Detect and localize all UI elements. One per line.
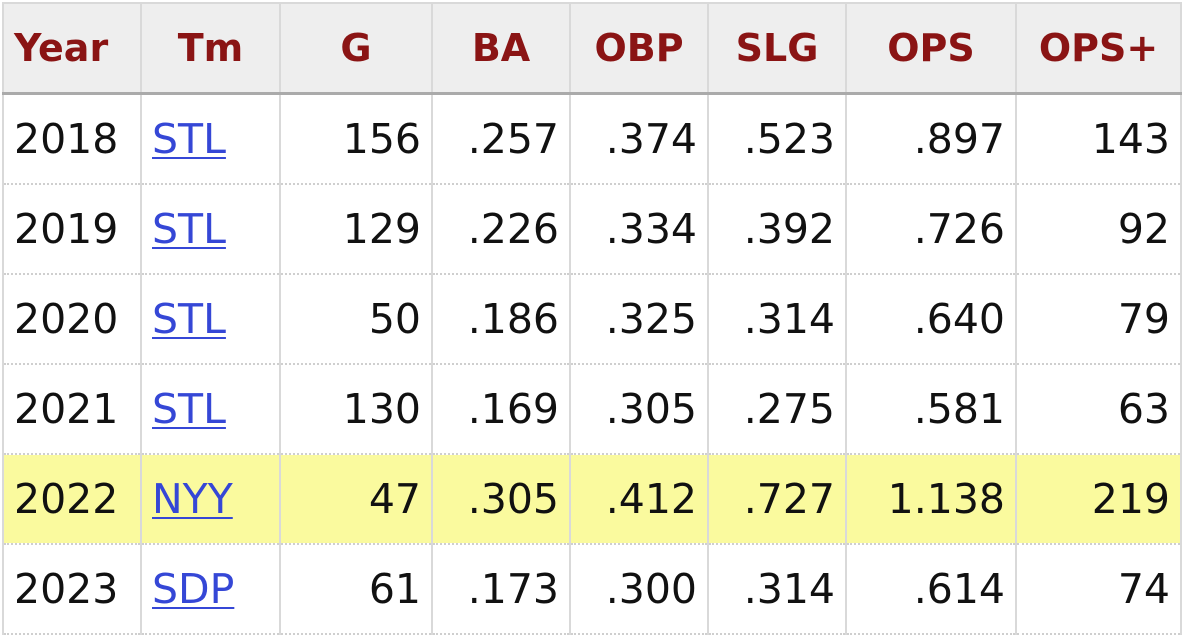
cell-ops-plus: 143 xyxy=(1015,93,1182,185)
cell-obp: .374 xyxy=(569,93,709,185)
column-header-games[interactable]: G xyxy=(279,2,433,95)
cell-games: 61 xyxy=(279,544,433,635)
cell-ops: .726 xyxy=(845,184,1017,275)
cell-obp: .325 xyxy=(569,274,709,365)
cell-ops-plus: 63 xyxy=(1015,364,1182,455)
table-row: 2019 STL 129 .226 .334 .392 .726 92 xyxy=(2,184,1182,275)
header-row: Year Tm G BA OBP SLG OPS OPS+ xyxy=(2,2,1182,95)
cell-slg: .392 xyxy=(707,184,847,275)
cell-year: 2018 xyxy=(2,93,142,185)
table-row-highlighted: 2022 NYY 47 .305 .412 .727 1.138 219 xyxy=(2,454,1182,545)
cell-games: 130 xyxy=(279,364,433,455)
cell-team: STL xyxy=(140,364,281,455)
table-row: 2023 SDP 61 .173 .300 .314 .614 74 xyxy=(2,544,1182,635)
table-body: 2018 STL 156 .257 .374 .523 .897 143 201… xyxy=(2,93,1182,635)
column-header-ba[interactable]: BA xyxy=(431,2,571,95)
cell-ba: .226 xyxy=(431,184,571,275)
column-header-team[interactable]: Tm xyxy=(140,2,281,95)
cell-slg: .314 xyxy=(707,544,847,635)
team-link[interactable]: NYY xyxy=(152,475,233,523)
cell-games: 47 xyxy=(279,454,433,545)
team-link[interactable]: STL xyxy=(152,115,226,163)
cell-team: SDP xyxy=(140,544,281,635)
cell-ba: .186 xyxy=(431,274,571,365)
cell-games: 156 xyxy=(279,93,433,185)
team-link[interactable]: STL xyxy=(152,205,226,253)
cell-ba: .305 xyxy=(431,454,571,545)
cell-ops: .581 xyxy=(845,364,1017,455)
team-link[interactable]: SDP xyxy=(152,565,235,613)
cell-games: 50 xyxy=(279,274,433,365)
cell-year: 2021 xyxy=(2,364,142,455)
cell-ops: .897 xyxy=(845,93,1017,185)
cell-team: NYY xyxy=(140,454,281,545)
team-link[interactable]: STL xyxy=(152,295,226,343)
cell-team: STL xyxy=(140,93,281,185)
cell-year: 2020 xyxy=(2,274,142,365)
cell-ops-plus: 92 xyxy=(1015,184,1182,275)
cell-ops: .614 xyxy=(845,544,1017,635)
table-row: 2018 STL 156 .257 .374 .523 .897 143 xyxy=(2,93,1182,185)
cell-ops: 1.138 xyxy=(845,454,1017,545)
cell-slg: .727 xyxy=(707,454,847,545)
cell-games: 129 xyxy=(279,184,433,275)
cell-year: 2022 xyxy=(2,454,142,545)
cell-slg: .314 xyxy=(707,274,847,365)
cell-obp: .300 xyxy=(569,544,709,635)
cell-ops-plus: 74 xyxy=(1015,544,1182,635)
cell-obp: .305 xyxy=(569,364,709,455)
cell-obp: .334 xyxy=(569,184,709,275)
cell-year: 2023 xyxy=(2,544,142,635)
table-row: 2021 STL 130 .169 .305 .275 .581 63 xyxy=(2,364,1182,455)
cell-team: STL xyxy=(140,184,281,275)
cell-ba: .173 xyxy=(431,544,571,635)
column-header-ops[interactable]: OPS xyxy=(845,2,1017,95)
cell-ba: .257 xyxy=(431,93,571,185)
cell-slg: .523 xyxy=(707,93,847,185)
column-header-year[interactable]: Year xyxy=(2,2,142,95)
cell-ops-plus: 79 xyxy=(1015,274,1182,365)
cell-obp: .412 xyxy=(569,454,709,545)
table-header: Year Tm G BA OBP SLG OPS OPS+ xyxy=(2,2,1182,95)
cell-slg: .275 xyxy=(707,364,847,455)
column-header-ops-plus[interactable]: OPS+ xyxy=(1015,2,1182,95)
cell-ops: .640 xyxy=(845,274,1017,365)
cell-team: STL xyxy=(140,274,281,365)
team-link[interactable]: STL xyxy=(152,385,226,433)
column-header-slg[interactable]: SLG xyxy=(707,2,847,95)
column-header-obp[interactable]: OBP xyxy=(569,2,709,95)
cell-ops-plus: 219 xyxy=(1015,454,1182,545)
cell-ba: .169 xyxy=(431,364,571,455)
table-row: 2020 STL 50 .186 .325 .314 .640 79 xyxy=(2,274,1182,365)
cell-year: 2019 xyxy=(2,184,142,275)
